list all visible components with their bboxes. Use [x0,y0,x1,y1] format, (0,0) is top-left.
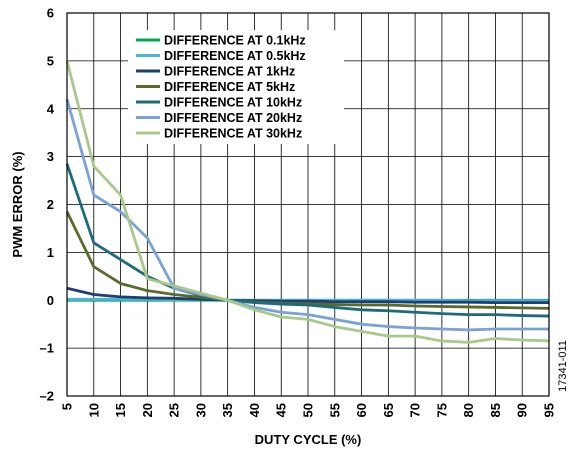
legend-entry-label: DIFFERENCE AT 1kHz [164,65,295,79]
x-tick-label: 85 [488,403,503,417]
y-tick-label: 4 [47,101,55,116]
x-tick-label: 40 [247,403,262,417]
x-tick-label: 35 [220,403,235,417]
series-line-6 [65,60,550,344]
series-line-5 [65,98,549,332]
legend-entry-label: DIFFERENCE AT 30kHz [164,127,302,141]
x-tick-label: 15 [113,403,128,417]
y-tick-label: 6 [47,6,54,21]
x-tick-label: 45 [274,403,289,417]
y-axis-ticks: –2 –1 0 1 2 3 4 5 6 [40,6,55,404]
x-tick-label: 65 [381,403,396,417]
x-tick-label: 5 [60,403,75,410]
x-tick-label: 50 [301,403,316,417]
series-line-3 [65,211,550,310]
x-tick-label: 95 [542,403,557,417]
series-line-2 [66,286,549,305]
x-axis-ticks: 5 10 15 20 25 30 35 40 45 50 55 60 65 70 75 80 85 90 95 [60,403,557,417]
legend-background [128,30,344,144]
y-axis-title: PWM ERROR (%) [10,151,25,257]
y-tick-label: 0 [47,293,54,308]
plot-area-frame [66,12,550,397]
x-axis-title: DUTY CYCLE (%) [255,432,362,447]
x-tick-label: 20 [140,403,155,417]
x-tick-label: 25 [167,403,182,417]
legend-entry-label: DIFFERENCE AT 0.1kHz [164,34,306,48]
legend-entry-label: DIFFERENCE AT 0.5kHz [164,49,306,63]
x-tick-label: 30 [193,403,208,417]
y-tick-label: 2 [47,197,54,212]
x-tick-label: 60 [354,403,369,417]
legend-entry-label: DIFFERENCE AT 20kHz [164,111,302,125]
figure-id: 17341-011 [557,340,569,392]
legend-entry-label: DIFFERENCE AT 5kHz [164,80,295,94]
y-tick-label: 3 [47,149,54,164]
y-tick-label: –1 [40,341,54,356]
x-tick-label: 10 [86,403,101,417]
y-tick-label: 1 [47,245,54,260]
x-tick-label: 80 [461,403,476,417]
x-tick-label: 90 [515,403,530,417]
x-tick-label: 70 [408,403,423,417]
series-lines [65,60,550,344]
legend-entry-label: DIFFERENCE AT 10kHz [164,96,302,110]
x-tick-label: 75 [434,403,449,417]
y-tick-label: 5 [47,53,54,68]
x-tick-label: 55 [327,403,342,417]
y-tick-label: –2 [40,389,54,404]
